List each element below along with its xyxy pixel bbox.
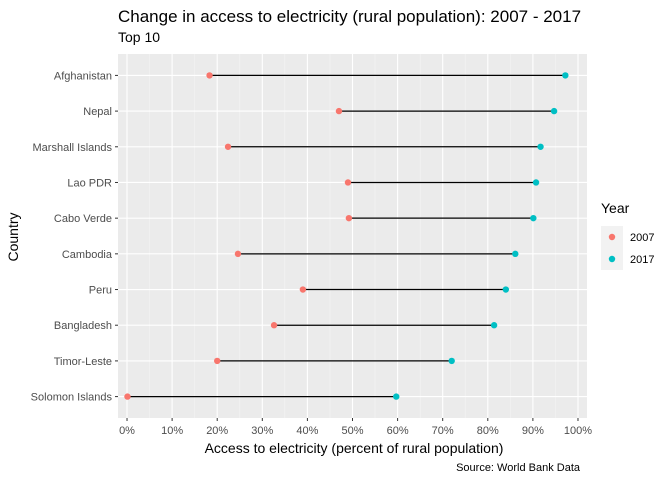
point-2007 [206,72,213,79]
x-tick-label: 80% [477,425,499,437]
point-2007 [344,179,352,186]
x-tick-label: 90% [522,425,544,437]
x-tick-label: 30% [251,425,273,437]
point-2017 [512,250,519,258]
y-tick-label: Lao PDR [67,177,112,189]
legend-key-point [608,255,616,263]
point-2017 [448,357,455,365]
point-2017 [530,214,537,222]
x-tick-label: 0% [119,425,135,437]
y-tick-label: Timor-Leste [54,356,112,368]
legend-label: 2017 [630,254,654,266]
y-tick-label: Afghanistan [54,70,112,82]
data-points [124,72,569,400]
point-2017 [550,107,558,115]
x-tick-label: 40% [296,425,318,437]
point-2017 [532,179,540,186]
x-axis-ticks: 0% 10% 20% 30% 40% 50% 60% 70% 80% 90% 100% [119,418,592,437]
y-tick-label: Solomon Islands [31,392,113,404]
x-tick-label: 20% [206,425,228,437]
point-2007 [335,107,343,115]
x-tick-label: 50% [341,425,363,437]
point-2007 [124,393,131,400]
y-tick-label: Peru [89,285,112,297]
point-2017 [562,72,569,79]
point-2007 [214,357,221,365]
y-tick-label: Cambodia [62,249,113,261]
legend: Year 2007 2017 [601,200,654,270]
y-axis-title: Country [5,212,21,261]
point-2017 [490,322,498,329]
y-axis-ticks: Afghanistan Nepal Marshall Islands Lao PDR C… [31,70,118,404]
x-tick-label: 70% [432,425,454,437]
point-2007 [270,322,278,329]
x-tick-label: 60% [387,425,409,437]
point-2017 [502,286,510,293]
point-2017 [393,393,400,400]
x-tick-label: 10% [161,425,183,437]
point-2007 [224,143,232,150]
y-tick-label: Bangladesh [54,320,112,332]
y-tick-label: Nepal [83,106,112,118]
x-axis-title: Access to electricity (percent of rural … [205,440,504,456]
x-tick-label: 100% [564,425,592,437]
legend-label: 2007 [630,232,654,244]
legend-key-point [608,233,616,241]
dumbbell-segments [127,74,566,398]
y-tick-label: Marshall Islands [33,142,113,154]
chart-caption: Source: World Bank Data [456,462,581,474]
chart-subtitle: Top 10 [118,29,160,45]
legend-title: Year [601,200,630,216]
point-2007 [234,250,242,258]
y-tick-label: Cabo Verde [54,213,112,225]
point-2007 [299,286,307,293]
point-2017 [537,143,544,150]
chart-title: Change in access to electricity (rural p… [118,7,581,26]
point-2007 [345,214,353,222]
